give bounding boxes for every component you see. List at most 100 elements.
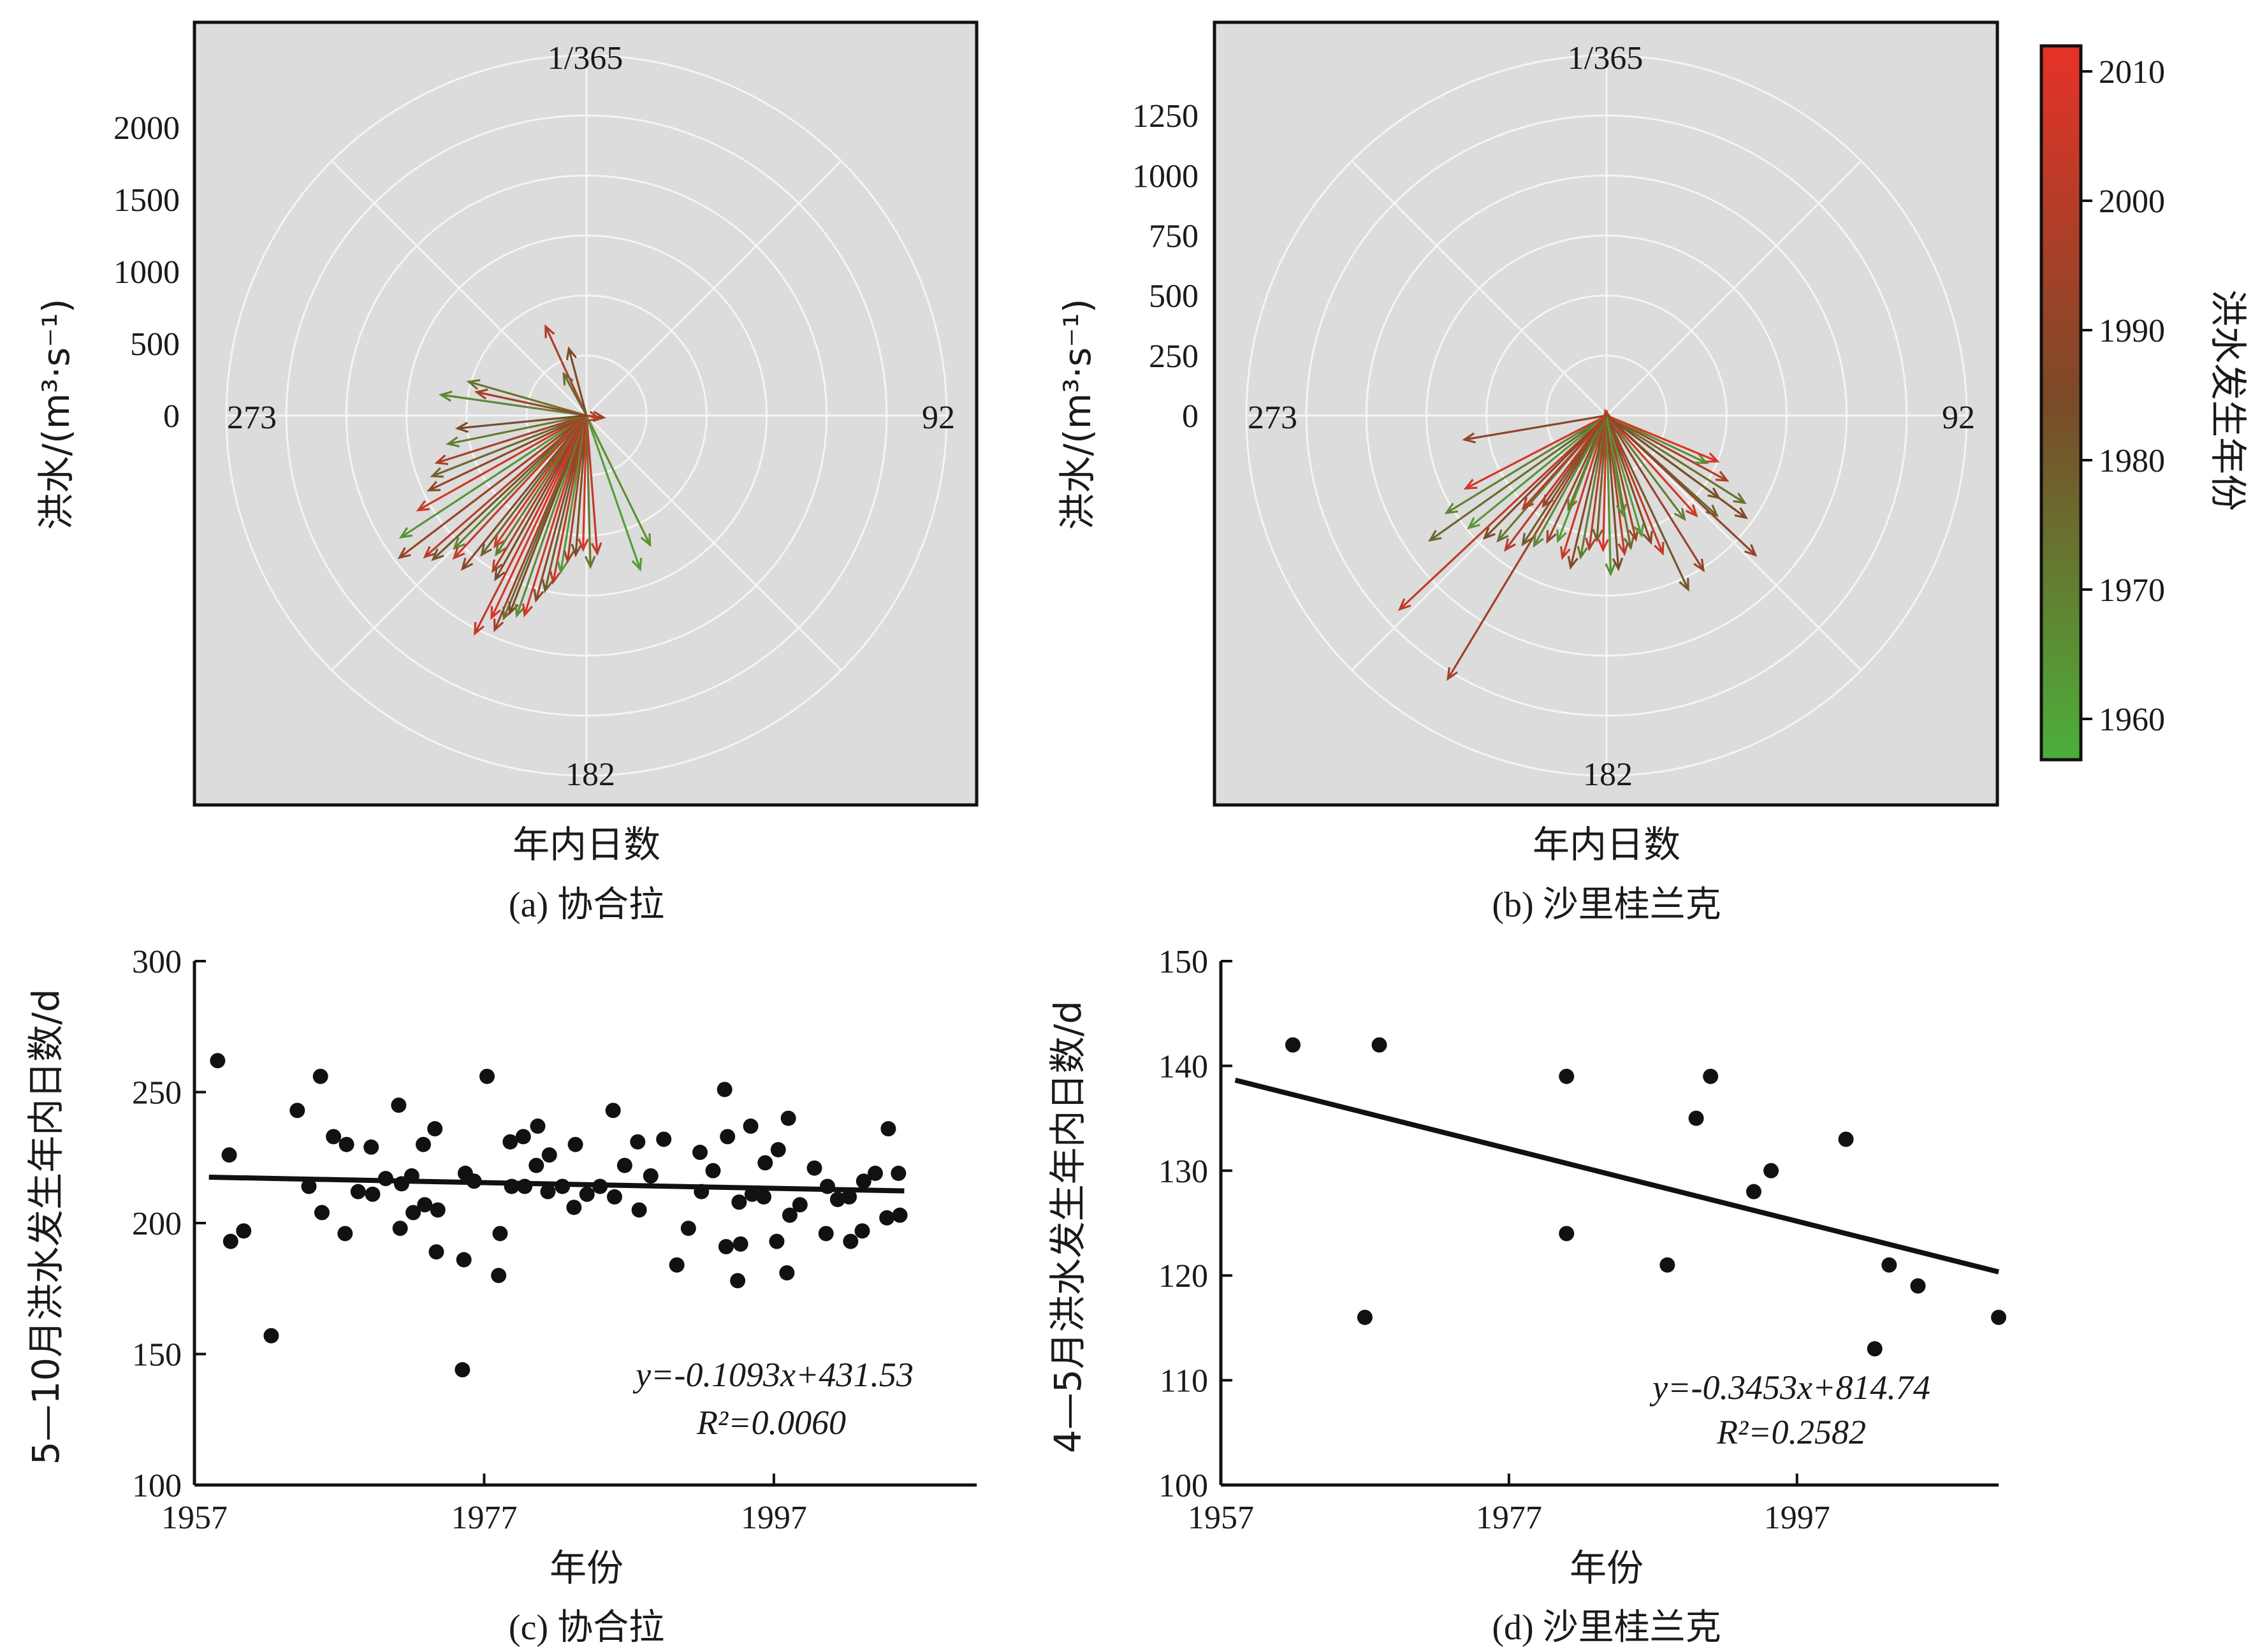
- flood-vector-head-a: [430, 467, 444, 478]
- data-point-c: [222, 1233, 238, 1249]
- flood-vector-head-a: [416, 500, 430, 512]
- data-point-c: [236, 1223, 252, 1239]
- flood-vector-a: [441, 393, 587, 417]
- flood-vector-b: [1605, 415, 1643, 536]
- data-point-c: [769, 1233, 785, 1249]
- data-point-c: [792, 1197, 808, 1213]
- flood-vector-a: [581, 415, 588, 550]
- polar-panel-b: 1/365 92 182 273 1250 1000 750 500 250 0 年内日数…: [1056, 20, 1999, 925]
- colorbar-tick-label: 1990: [2099, 313, 2165, 349]
- points-c: [208, 1053, 908, 1378]
- flood-vector-head-b: [1556, 529, 1567, 544]
- data-point-d: [1910, 1278, 1926, 1294]
- flood-vector-b: [1605, 414, 1756, 556]
- flood-vector-b: [1605, 415, 1624, 516]
- y-tick-label-d: 120: [1158, 1258, 1208, 1294]
- flood-vector-a: [535, 415, 588, 601]
- data-point-c: [339, 1136, 354, 1152]
- r2-c: R²=0.0060: [696, 1403, 846, 1442]
- equation-c: y=-0.1093x+431.53: [632, 1356, 914, 1394]
- caption-a: (a) 协合拉: [509, 885, 664, 925]
- flood-vector-head-b: [1567, 497, 1578, 512]
- points-d: [1234, 1037, 2006, 1357]
- angle-label-top-a: 1/365: [548, 40, 623, 76]
- flood-vector-a: [424, 414, 588, 558]
- data-point-c: [540, 1184, 556, 1199]
- x-tick-label-c: 1957: [161, 1500, 228, 1536]
- flood-vector-head-b: [1567, 556, 1579, 570]
- y-tick-label-c: 100: [132, 1468, 182, 1504]
- data-point-c: [755, 1189, 771, 1205]
- colorbar-tick-label: 1970: [2099, 572, 2165, 609]
- radial-tick-label-b: 750: [1149, 219, 1199, 255]
- flood-vector-a: [566, 415, 588, 562]
- flood-vector-head-b: [1546, 530, 1557, 544]
- data-point-d: [1371, 1037, 1387, 1053]
- polar-vectors-b: [1397, 408, 1758, 681]
- x-tick-label-d: 1977: [1476, 1500, 1542, 1536]
- flood-vector-b: [1605, 414, 1698, 517]
- colorbar-title: 洪水发生年份: [2206, 289, 2250, 511]
- flood-vector-b: [1542, 415, 1608, 507]
- polar-spoke-a: [585, 414, 842, 671]
- radial-tick-label-b: 250: [1149, 338, 1199, 375]
- flood-vector-b: [1447, 415, 1608, 679]
- flood-vector-head-a: [584, 555, 596, 570]
- radial-tick-label-b: 1000: [1132, 158, 1199, 194]
- data-point-c: [880, 1121, 896, 1137]
- data-point-c: [757, 1155, 773, 1171]
- flood-vector-head-a: [571, 544, 583, 558]
- radial-tick-label-b: 500: [1149, 279, 1199, 315]
- data-point-c: [502, 1134, 518, 1150]
- flood-vector-head-a: [474, 388, 488, 400]
- radial-ticks-b: 1250 1000 750 500 250 0: [1132, 98, 1199, 435]
- axes-d: 100 110 120 130 140 150 1957 1977 1997: [1158, 944, 1999, 1536]
- data-point-c: [417, 1197, 433, 1213]
- radial-tick-label-a: 1500: [113, 182, 180, 219]
- data-point-d: [1746, 1184, 1761, 1199]
- flood-vector-head-a: [495, 542, 507, 557]
- colorbar-ticks: 2010 2000 1990 1980 1970 1960: [2081, 54, 2165, 738]
- x-tick-label-d: 1957: [1188, 1500, 1254, 1536]
- flood-vector-head-b: [1707, 487, 1721, 500]
- data-point-d: [1559, 1068, 1575, 1084]
- flood-vector-head-b: [1585, 537, 1596, 552]
- flood-vector-head-a: [474, 621, 485, 636]
- flood-vector-head-b: [1695, 453, 1709, 464]
- flood-vector-head-b: [1496, 529, 1509, 543]
- data-point-c: [541, 1147, 557, 1163]
- data-point-c: [391, 1098, 407, 1113]
- data-point-c: [365, 1186, 381, 1202]
- y-tick-label-d: 150: [1158, 944, 1208, 980]
- angle-label-top-b: 1/365: [1568, 40, 1643, 76]
- flood-vector-head-b: [1685, 504, 1698, 518]
- flood-vector-b: [1606, 414, 1720, 499]
- y-tick-label-d: 110: [1160, 1363, 1208, 1400]
- data-point-c: [718, 1238, 734, 1254]
- data-point-c: [210, 1053, 226, 1069]
- flood-vector-head-b: [1521, 533, 1533, 547]
- flood-vector-head-a: [587, 410, 602, 422]
- flood-vector-a: [432, 414, 588, 560]
- data-point-d: [1881, 1257, 1897, 1273]
- radial-ticks-a: 2000 1500 1000 500 0: [113, 110, 180, 435]
- flood-vector-head-a: [423, 546, 437, 559]
- flood-vector-head-b: [1577, 546, 1588, 560]
- flood-vector-a: [544, 326, 588, 416]
- data-point-c: [770, 1141, 786, 1157]
- flood-vector-head-a: [434, 454, 449, 465]
- data-point-c: [579, 1186, 595, 1202]
- r2-d: R²=0.2582: [1716, 1413, 1866, 1451]
- data-point-c: [492, 1226, 508, 1242]
- trend-line-d: [1234, 1077, 1999, 1275]
- flood-vector-b: [1606, 414, 1728, 482]
- y-tick-label-d: 100: [1158, 1468, 1208, 1504]
- data-point-c: [818, 1226, 834, 1242]
- flood-vector-a: [544, 415, 588, 591]
- flood-vector-head-b: [1521, 497, 1535, 511]
- flood-vector-a: [490, 415, 588, 618]
- trend-line-c: [208, 1174, 905, 1194]
- flood-vector-head-a: [427, 481, 441, 491]
- flood-vector-b: [1605, 415, 1637, 540]
- flood-vector-head-b: [1533, 533, 1544, 548]
